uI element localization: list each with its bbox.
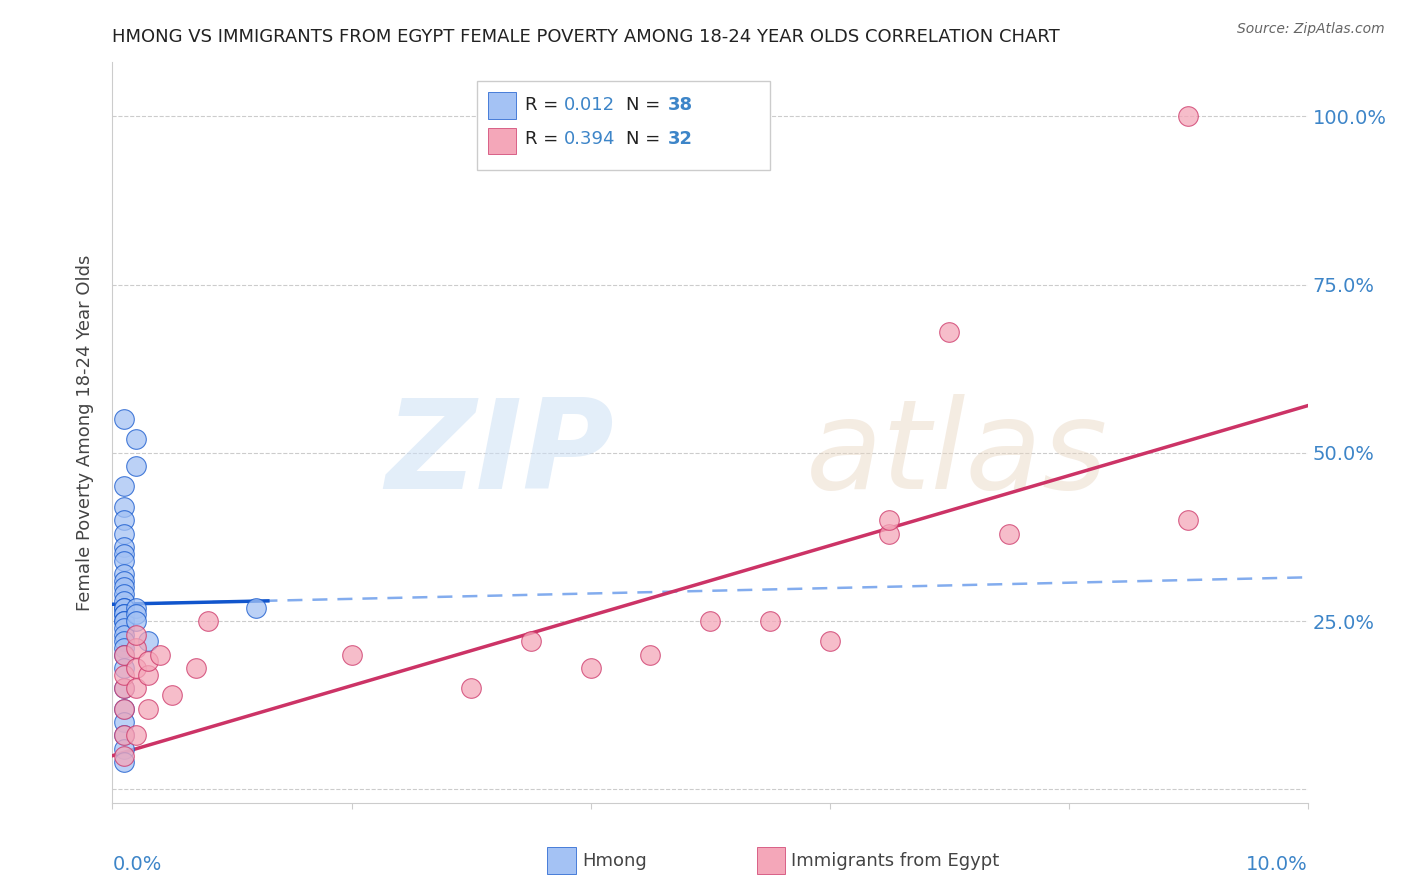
Text: Immigrants from Egypt: Immigrants from Egypt: [792, 852, 1000, 870]
Point: [114, 607, 135, 622]
FancyBboxPatch shape: [477, 81, 770, 169]
Point: [460, 681, 482, 696]
Point: [114, 648, 135, 662]
Point: [138, 655, 160, 669]
Point: [114, 600, 135, 615]
Point: [114, 547, 135, 561]
Point: [114, 587, 135, 601]
Point: [114, 701, 135, 715]
Point: [138, 668, 160, 682]
Point: [125, 681, 148, 696]
Text: N =: N =: [627, 130, 666, 148]
Point: [114, 621, 135, 635]
Point: [125, 607, 148, 622]
Point: [114, 581, 135, 595]
Point: [197, 614, 219, 628]
FancyBboxPatch shape: [488, 128, 516, 154]
Point: [125, 729, 148, 743]
Point: [125, 459, 148, 474]
Text: R =: R =: [524, 96, 564, 114]
Point: [938, 325, 960, 339]
FancyBboxPatch shape: [488, 92, 516, 119]
Point: [114, 574, 135, 588]
Text: HMONG VS IMMIGRANTS FROM EGYPT FEMALE POVERTY AMONG 18-24 YEAR OLDS CORRELATION : HMONG VS IMMIGRANTS FROM EGYPT FEMALE PO…: [112, 28, 1060, 45]
Text: 32: 32: [668, 130, 693, 148]
Point: [114, 701, 135, 715]
Text: ZIP: ZIP: [385, 394, 614, 516]
Point: [114, 648, 135, 662]
Point: [114, 661, 135, 675]
Point: [640, 648, 662, 662]
Text: 0.012: 0.012: [564, 96, 616, 114]
Point: [1177, 513, 1199, 527]
Text: atlas: atlas: [806, 394, 1108, 516]
Point: [114, 742, 135, 756]
Point: [138, 634, 160, 648]
Point: [186, 661, 208, 675]
Point: [114, 756, 135, 770]
Text: Source: ZipAtlas.com: Source: ZipAtlas.com: [1237, 22, 1385, 37]
Point: [138, 701, 160, 715]
Point: [340, 648, 363, 662]
Point: [114, 748, 135, 763]
Point: [998, 526, 1021, 541]
Point: [114, 500, 135, 514]
Point: [759, 614, 782, 628]
Point: [114, 412, 135, 426]
Text: N =: N =: [627, 96, 666, 114]
Point: [579, 661, 602, 675]
Point: [114, 681, 135, 696]
Text: 10.0%: 10.0%: [1246, 855, 1308, 873]
Point: [114, 526, 135, 541]
Point: [125, 661, 148, 675]
Text: R =: R =: [524, 130, 564, 148]
Point: [1177, 109, 1199, 123]
Point: [699, 614, 721, 628]
FancyBboxPatch shape: [756, 847, 786, 874]
Point: [149, 648, 172, 662]
Point: [114, 668, 135, 682]
Point: [125, 600, 148, 615]
Text: 38: 38: [668, 96, 693, 114]
Point: [520, 634, 543, 648]
Point: [114, 594, 135, 608]
Point: [114, 553, 135, 567]
Point: [114, 540, 135, 554]
FancyBboxPatch shape: [547, 847, 576, 874]
Point: [162, 688, 183, 702]
Point: [879, 526, 901, 541]
Point: [125, 614, 148, 628]
Point: [114, 566, 135, 581]
Y-axis label: Female Poverty Among 18-24 Year Olds: Female Poverty Among 18-24 Year Olds: [76, 254, 94, 611]
Point: [125, 433, 148, 447]
Point: [114, 714, 135, 729]
Point: [114, 614, 135, 628]
Point: [125, 627, 148, 641]
Point: [879, 513, 901, 527]
Point: [114, 600, 135, 615]
Point: [245, 600, 267, 615]
Point: [114, 729, 135, 743]
Point: [114, 640, 135, 655]
Point: [818, 634, 841, 648]
Text: 0.0%: 0.0%: [112, 855, 162, 873]
Point: [114, 607, 135, 622]
Point: [114, 513, 135, 527]
Text: Hmong: Hmong: [582, 852, 647, 870]
Point: [114, 614, 135, 628]
Point: [114, 681, 135, 696]
Text: 0.394: 0.394: [564, 130, 616, 148]
Point: [114, 627, 135, 641]
Point: [114, 634, 135, 648]
Point: [114, 479, 135, 493]
Point: [114, 729, 135, 743]
Point: [125, 640, 148, 655]
